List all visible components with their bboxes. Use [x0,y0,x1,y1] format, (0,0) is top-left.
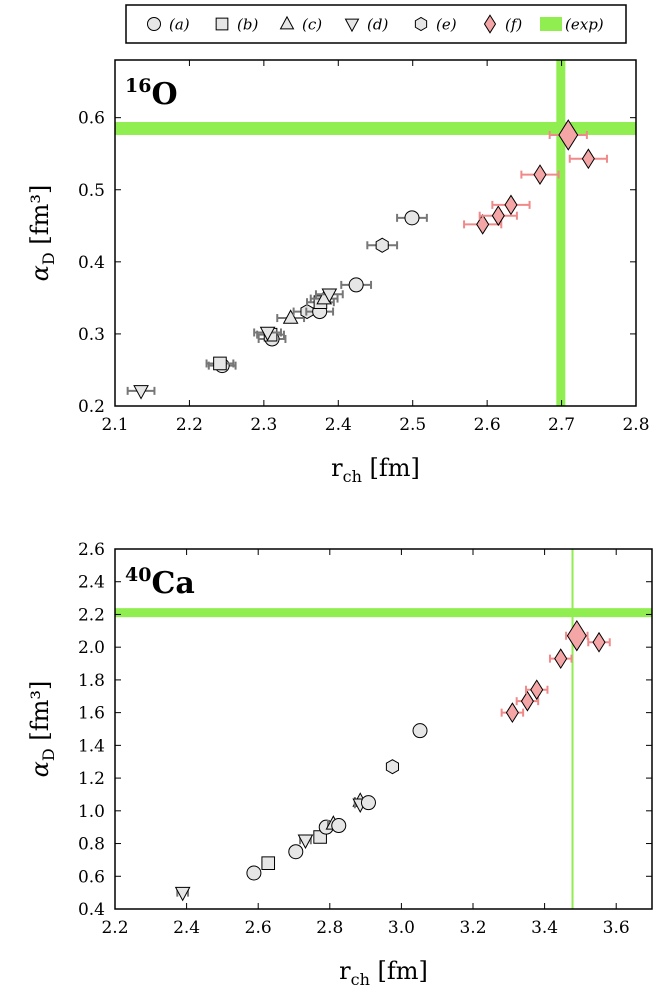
data-point [505,702,519,724]
x-tick-label: 2.8 [316,918,343,938]
y-tick-label: 2.2 [78,605,105,625]
data-point [133,385,149,400]
data-point [412,723,428,739]
y-tick-label: 1.8 [78,671,105,691]
legend-label: (b) [237,16,258,34]
data-point [558,119,579,151]
y-tick-label: 0.6 [78,867,105,887]
data-point [530,679,544,701]
x-tick-label: 2.4 [325,415,352,435]
legend-marker-circle [147,17,161,31]
data-point [581,148,595,170]
data-point [491,205,505,227]
data-point [331,818,347,834]
y-tick-label: 1.4 [78,736,105,756]
legend-label: (exp) [565,16,604,34]
data-point [520,690,534,712]
data-point [297,834,314,850]
data-point [375,237,389,253]
x-tick-label: 2.1 [101,415,128,435]
legend-marker-hexagon [414,16,428,32]
panel-label: 16O [125,75,178,112]
legend-label: (c) [302,16,322,34]
x-tick-label: 3.4 [531,918,558,938]
y-axis-label: αD [fm³] [26,681,58,778]
y-tick-label: 1.6 [78,704,105,724]
x-axis-label: rch [fm] [331,454,420,486]
x-tick-label: 2.6 [245,918,272,938]
y-tick-label: 0.3 [78,325,105,345]
legend: (a) (b) (c) (d) (e) (f) (exp) [125,4,627,44]
legend-label: (d) [367,16,388,34]
exp-band-vertical [571,549,574,909]
plot-area [115,549,652,909]
plot-frame [114,59,637,407]
legend-marker-diamond [483,14,497,34]
data-point [174,886,191,902]
y-tick-label: 0.4 [78,900,105,920]
y-tick-label: 0.2 [78,397,105,417]
x-tick-label: 2.7 [548,415,575,435]
x-tick-label: 2.2 [176,415,203,435]
exp-band-horizontal [115,121,636,135]
x-tick-label: 2.2 [101,918,128,938]
legend-label: (a) [169,16,190,34]
plot-frame [114,548,653,910]
data-point [246,865,262,881]
x-tick-label: 2.5 [399,415,426,435]
x-tick-label: 3.0 [388,918,415,938]
y-tick-label: 2.4 [78,573,105,593]
data-point [404,210,420,226]
panel-label-element: O [151,77,177,112]
y-tick-label: 2.6 [78,540,105,560]
panel-label: 40Ca [125,564,195,601]
data-point [385,759,400,775]
x-axis-label: rch [fm] [339,957,428,986]
y-axis-label: αD [fm³] [26,185,58,282]
data-point [566,619,587,652]
legend-label: (f) [505,16,522,34]
panel-16o: 2.1 2.2 2.3 2.4 2.5 2.6 2.7 2.8 0.2 0.3 0.4 0.5 0.6 1… [26,59,650,486]
data-point [504,194,518,216]
legend-marker-square [215,17,229,31]
data-point [533,164,547,186]
data-point [592,631,606,653]
data-point [282,309,299,324]
legend-marker-triangle-down [344,18,360,33]
panel-label-mass: 40 [125,564,151,586]
data-point [348,277,364,293]
y-tick-label: 0.5 [78,181,105,201]
exp-band-horizontal [115,608,652,618]
y-tick-label: 0.4 [78,253,105,273]
x-tick-label: 3.2 [459,918,486,938]
legend-exp-band [540,17,562,31]
panel-label-element: Ca [151,566,194,601]
y-tick-label: 2.0 [78,638,105,658]
exp-band-vertical [556,60,566,406]
x-tick-label: 2.6 [474,415,501,435]
y-tick-label: 0.6 [78,109,105,129]
y-tick-label: 0.8 [78,835,105,855]
data-point [554,648,568,670]
legend-marker-triangle-up [279,15,295,30]
panel-40ca: 2.2 2.4 2.6 2.8 3.0 3.2 3.4 3.6 0.4 0.6 0.8 1.0 1.2 1… [26,540,653,986]
x-tick-label: 3.6 [603,918,630,938]
data-point [213,356,227,371]
x-tick-label: 2.4 [173,918,200,938]
data-point [321,288,338,304]
data-point [261,856,276,870]
y-tick-label: 1.0 [78,802,105,822]
x-tick-label: 2.8 [622,415,649,435]
data-point [259,326,276,342]
plot-area [115,60,636,406]
data-point [476,213,490,235]
data-point [288,844,304,860]
x-tick-label: 2.3 [250,415,277,435]
data-point [360,795,376,811]
y-tick-label: 1.2 [78,769,105,789]
panel-label-mass: 16 [125,75,151,97]
legend-label: (e) [436,16,457,34]
